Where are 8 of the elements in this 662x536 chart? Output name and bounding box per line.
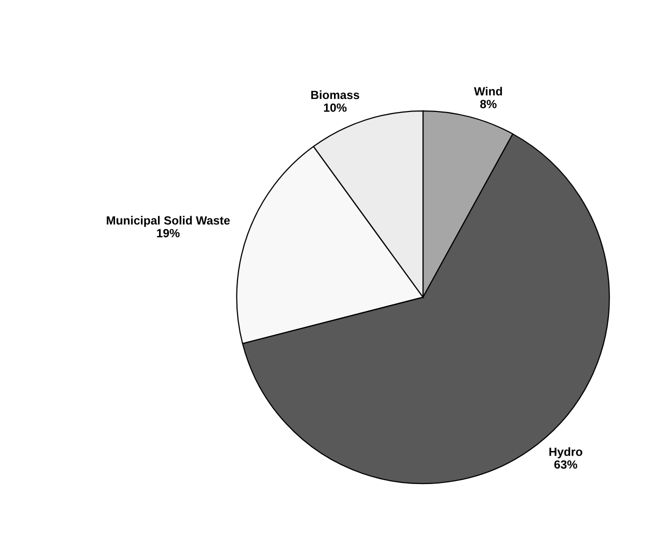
slice-label: Municipal Solid Waste <box>106 216 230 227</box>
data-label: 10% <box>324 103 347 112</box>
data-label: 19% <box>157 228 180 238</box>
slice-label: Wind <box>474 86 502 96</box>
data-label: 8% <box>480 100 497 108</box>
slice-label: Biomass <box>311 90 360 100</box>
slice-label: Hydro <box>549 447 582 458</box>
data-label: 63% <box>554 460 578 469</box>
